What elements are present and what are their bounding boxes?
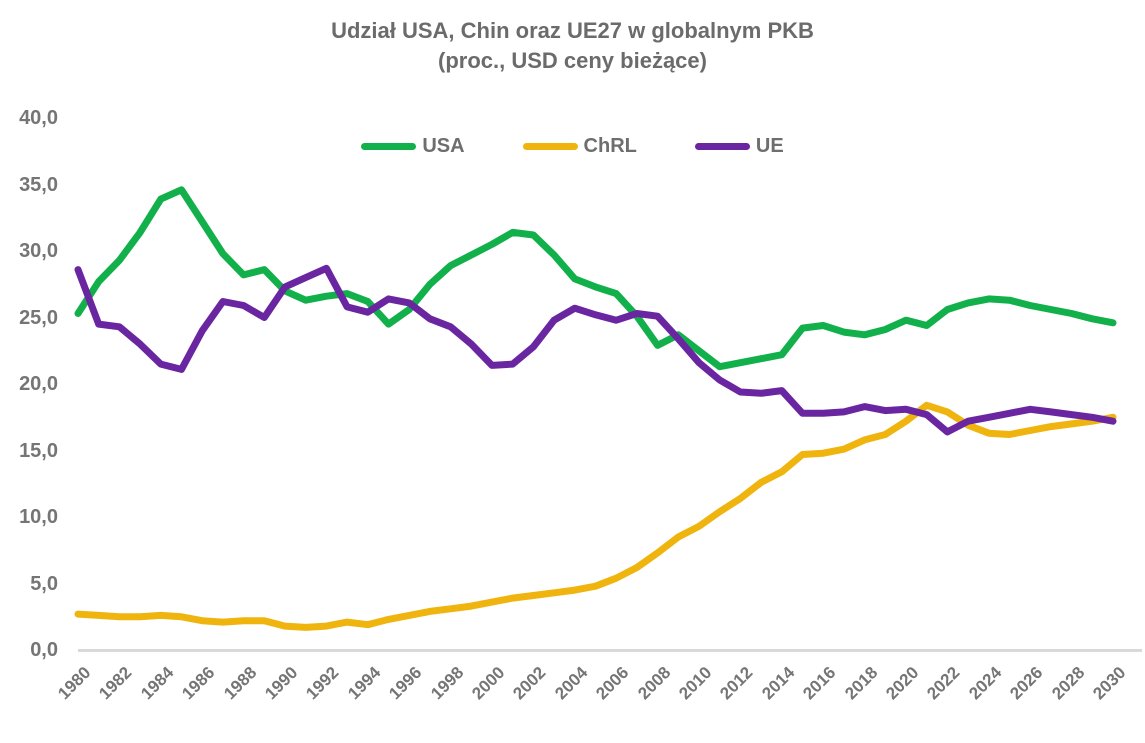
usa-line-swatch-icon <box>361 143 417 150</box>
y-axis-tick-label: 0,0 <box>30 639 58 661</box>
chart-title: Udział USA, Chin oraz UE27 w globalnym P… <box>331 18 814 43</box>
ue-line <box>74 264 1117 436</box>
legend: USA ChRL UE <box>0 135 1145 158</box>
y-axis-tick-label: 30,0 <box>19 240 58 262</box>
chrl-line-swatch-icon <box>522 143 578 150</box>
y-axis-tick-label: 20,0 <box>19 373 58 395</box>
usa-line <box>74 186 1117 371</box>
x-axis-line <box>78 649 1142 652</box>
y-axis-tick-label: 5,0 <box>30 572 58 595</box>
chart-title-block: Udział USA, Chin oraz UE27 w globalnym P… <box>0 16 1145 76</box>
chart-subtitle: (proc., USD ceny bieżące) <box>438 48 707 73</box>
legend-label-ue: UE <box>755 135 784 157</box>
ue-line-swatch-icon <box>694 143 750 150</box>
y-axis-tick-label: 15,0 <box>19 439 58 462</box>
legend-label-chrl: ChRL <box>583 135 637 157</box>
legend-item-usa: USA <box>361 135 465 158</box>
y-axis-tick-label: 10,0 <box>19 506 58 528</box>
legend-label-usa: USA <box>422 135 465 157</box>
legend-item-ue: UE <box>694 135 784 158</box>
y-axis-tick-label: 40,0 <box>19 107 58 129</box>
y-axis-tick-label: 25,0 <box>19 306 58 329</box>
y-axis-tick-label: 35,0 <box>19 173 58 196</box>
legend-item-chrl: ChRL <box>522 135 637 158</box>
chrl-line <box>74 401 1117 631</box>
